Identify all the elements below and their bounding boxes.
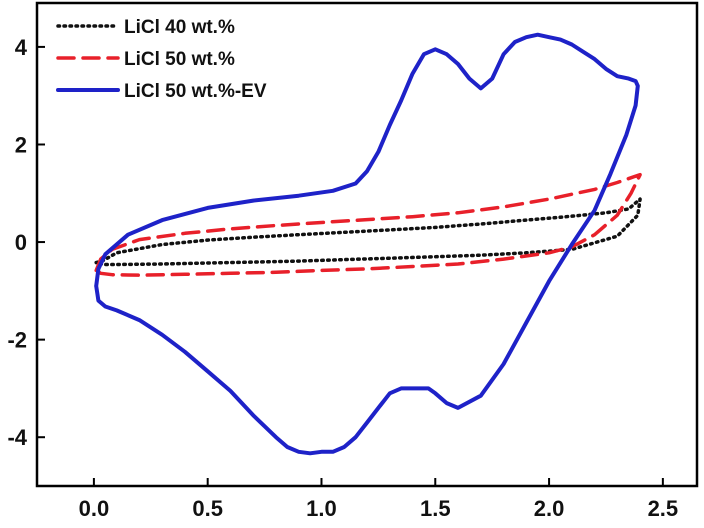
x-tick-label: 1.5 <box>420 496 451 521</box>
legend: LiCl 40 wt.% LiCl 50 wt.% LiCl 50 wt.%-EV <box>56 17 267 102</box>
y-tick-label: 0 <box>15 230 27 255</box>
x-tick-label: 2.0 <box>534 496 565 521</box>
x-tick-label: 0.5 <box>192 496 223 521</box>
series-line-2 <box>94 172 642 277</box>
series-line-1 <box>94 197 642 267</box>
y-tick-label: 4 <box>15 35 28 60</box>
y-tick-label: -4 <box>7 425 27 450</box>
x-tick-label: 2.5 <box>648 496 679 521</box>
axis-layer: 0.0 0.5 1.0 1.5 2.0 2.5 -4 -2 0 2 4 <box>7 35 678 521</box>
y-tick-label: -2 <box>7 328 27 353</box>
legend-label-3: LiCl 50 wt.%-EV <box>124 81 267 102</box>
y-tick-label: 2 <box>15 132 27 157</box>
legend-label-1: LiCl 40 wt.% <box>124 17 235 38</box>
x-tick-label: 0.0 <box>79 496 110 521</box>
series-layer <box>94 32 642 456</box>
legend-label-2: LiCl 50 wt.% <box>124 49 235 70</box>
x-tick-label: 1.0 <box>306 496 337 521</box>
series-line-3 <box>94 32 640 456</box>
plot-frame <box>35 1 699 488</box>
